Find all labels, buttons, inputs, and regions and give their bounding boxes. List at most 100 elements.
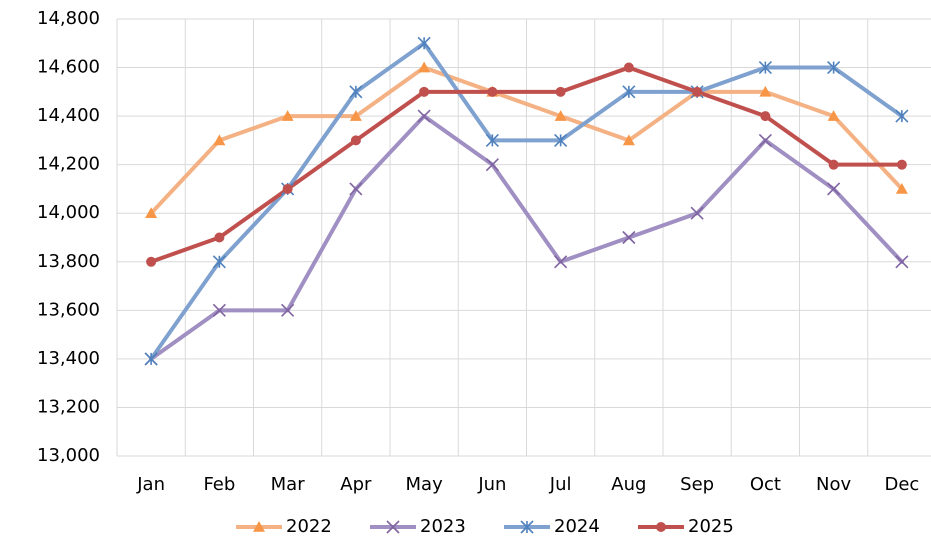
legend-item: 2024 [504, 516, 600, 537]
marker [622, 134, 635, 146]
marker-shape [214, 232, 225, 243]
x-tick-label: Sep [680, 474, 714, 495]
marker [417, 109, 431, 123]
marker-shape [690, 206, 704, 220]
marker-shape [760, 111, 771, 122]
y-tick-label: 13,000 [37, 445, 100, 466]
marker [828, 159, 839, 170]
marker-shape [349, 182, 363, 196]
marker [386, 520, 400, 534]
marker [656, 522, 666, 532]
marker [253, 521, 265, 532]
series-line [149, 65, 904, 216]
marker-shape [349, 110, 362, 121]
marker-shape [828, 159, 839, 170]
y-tick-label: 13,800 [37, 251, 100, 272]
marker [417, 36, 431, 50]
marker [419, 86, 430, 97]
marker-shape [758, 133, 772, 147]
marker-shape [895, 182, 908, 194]
legend-label: 2022 [286, 516, 332, 537]
marker-shape [554, 110, 567, 121]
marker [349, 85, 363, 99]
marker [485, 133, 499, 147]
marker-shape [827, 110, 840, 121]
x-tick-label: Nov [816, 474, 851, 495]
marker [145, 207, 158, 219]
marker [212, 255, 226, 269]
x-tick-label: Feb [203, 474, 235, 495]
marker [485, 158, 499, 172]
x-tick-label: May [406, 474, 444, 495]
marker [146, 256, 157, 267]
marker-shape [281, 110, 294, 121]
legend-item: 2022 [236, 516, 332, 537]
y-tick-label: 13,600 [37, 299, 100, 320]
marker-shape [622, 230, 636, 245]
marker [349, 182, 363, 196]
marker-shape [282, 183, 293, 194]
marker-shape [146, 256, 157, 267]
x-tick-label: Apr [340, 474, 372, 495]
marker [282, 183, 293, 194]
legend-item: 2023 [370, 516, 466, 537]
marker [487, 86, 498, 97]
marker [520, 520, 534, 534]
marker [758, 133, 772, 147]
marker-shape [281, 303, 295, 317]
y-tick-label: 13,400 [37, 348, 100, 369]
x-tick-label: Dec [884, 474, 919, 495]
x-tick-label: Jan [136, 474, 165, 495]
y-tick-label: 13,200 [37, 396, 100, 417]
marker-shape [419, 86, 430, 97]
marker [554, 255, 568, 269]
marker [690, 206, 704, 220]
y-tick-label: 14,000 [37, 202, 100, 223]
marker-shape [555, 86, 566, 97]
marker-shape [253, 521, 265, 532]
legend-label: 2025 [688, 516, 734, 537]
marker [758, 60, 772, 75]
marker-shape [827, 182, 841, 196]
marker-shape [622, 134, 635, 146]
marker [827, 60, 841, 75]
marker [623, 62, 634, 73]
series-line [149, 65, 904, 264]
marker-shape [895, 255, 909, 269]
marker [350, 135, 361, 146]
marker-shape [656, 522, 666, 532]
marker-shape [759, 85, 772, 97]
x-tick-label: Aug [611, 474, 646, 495]
marker [622, 230, 636, 245]
legend-item: 2025 [638, 516, 734, 537]
marker [622, 85, 636, 99]
marker [418, 61, 431, 73]
marker [213, 134, 226, 146]
marker-shape [417, 109, 431, 123]
marker [895, 255, 909, 269]
y-tick-label: 14,800 [37, 8, 100, 29]
series-line [149, 114, 904, 361]
marker [760, 111, 771, 122]
marker [554, 110, 567, 121]
y-tick-label: 14,600 [37, 57, 100, 78]
y-tick-label: 14,200 [37, 154, 100, 175]
marker [759, 85, 772, 97]
marker [281, 303, 295, 317]
x-tick-label: Jun [477, 474, 506, 495]
marker [212, 303, 226, 317]
marker-shape [418, 61, 431, 73]
marker [214, 232, 225, 243]
marker-shape [896, 159, 907, 170]
marker [827, 182, 841, 196]
marker-shape [554, 255, 568, 269]
marker-shape [213, 134, 226, 146]
marker-shape [145, 207, 158, 219]
y-tick-label: 14,400 [37, 105, 100, 126]
marker-shape [350, 135, 361, 146]
marker [281, 110, 294, 121]
x-tick-label: Mar [271, 474, 306, 495]
marker [896, 159, 907, 170]
marker-shape [212, 303, 226, 317]
